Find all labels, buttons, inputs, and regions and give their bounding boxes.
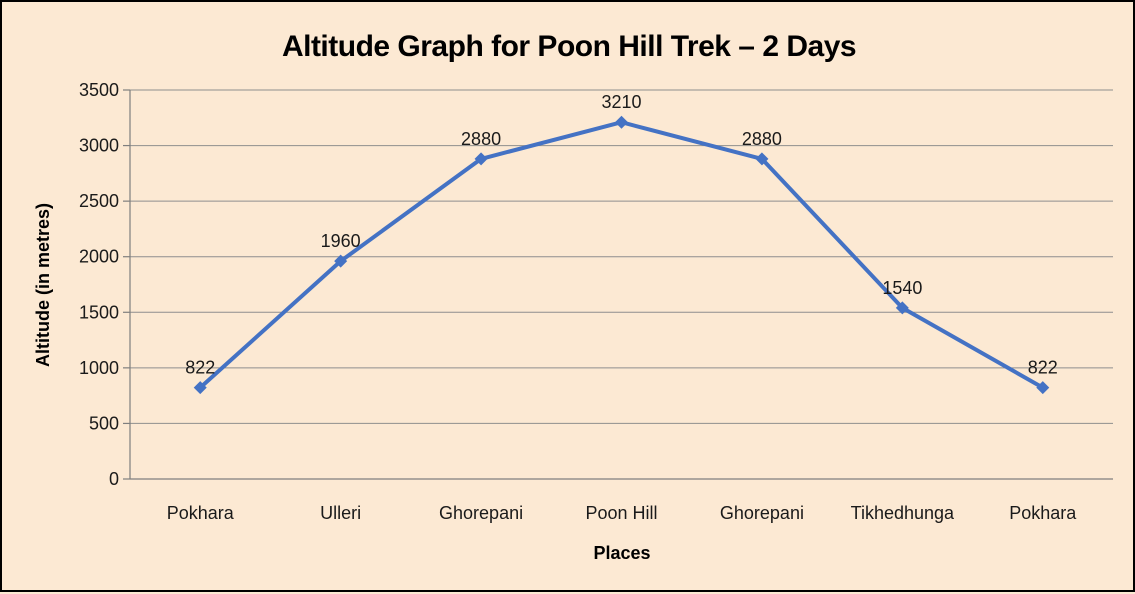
data-label: 822 (1028, 358, 1058, 378)
x-category-label: Poon Hill (585, 503, 657, 523)
data-point-marker (193, 381, 207, 395)
y-axis-title: Altitude (in metres) (33, 203, 53, 367)
y-tick-label: 1500 (79, 302, 119, 322)
data-label: 2880 (461, 129, 501, 149)
data-point-marker (895, 301, 909, 315)
data-label: 822 (185, 358, 215, 378)
y-tick-label: 3500 (79, 80, 119, 100)
x-category-label: Pokhara (167, 503, 235, 523)
x-category-label: Tikhedhunga (851, 503, 955, 523)
x-axis-title: Places (593, 543, 650, 563)
y-tick-label: 1000 (79, 358, 119, 378)
data-point-marker (755, 152, 769, 166)
data-label: 2880 (742, 129, 782, 149)
x-category-label: Pokhara (1009, 503, 1077, 523)
plot-area: 0 500 1000 1500 2000 2500 3000 3500 822 Pokhara 19… (79, 80, 1113, 523)
data-label: 1540 (882, 278, 922, 298)
x-category-label: Ulleri (320, 503, 361, 523)
data-point-marker (334, 254, 348, 268)
data-label: 1960 (321, 231, 361, 251)
y-tick-label: 2500 (79, 191, 119, 211)
y-tick-label: 0 (109, 469, 119, 489)
data-point-marker (474, 152, 488, 166)
x-category-label: Ghorepani (720, 503, 804, 523)
data-point-marker (1036, 381, 1050, 395)
data-point-marker (615, 115, 628, 129)
series-line (198, 120, 1045, 390)
x-category-label: Ghorepani (439, 503, 523, 523)
chart-title: Altitude Graph for Poon Hill Trek – 2 Da… (282, 30, 856, 63)
data-label: 3210 (601, 92, 641, 112)
y-tick-label: 3000 (79, 136, 119, 156)
y-tick-label: 2000 (79, 247, 119, 267)
y-tick-label: 500 (89, 413, 119, 433)
